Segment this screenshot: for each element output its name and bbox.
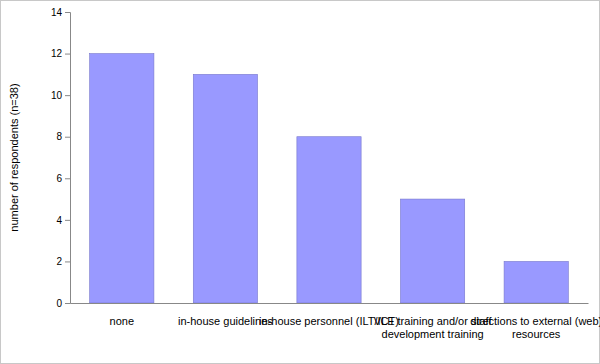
x-tick: none (110, 303, 134, 327)
y-tick-label: 12 (51, 48, 63, 59)
y-tick-label: 4 (56, 215, 62, 226)
y-tick-label: 0 (56, 298, 62, 309)
y-tick: 2 (56, 256, 70, 267)
y-tick: 6 (56, 173, 70, 184)
chart: 0 2 4 6 8 10 12 14 nonein-house guidelinesin-hou… (0, 0, 600, 364)
y-axis: 0 2 4 6 8 10 12 14 (51, 7, 71, 309)
bar (193, 74, 257, 303)
x-tick-label: none (110, 315, 134, 327)
y-tick: 10 (51, 90, 70, 101)
y-axis-line (65, 13, 71, 304)
y-tick: 14 (51, 7, 70, 18)
x-axis-line (71, 303, 589, 304)
y-tick-mark (65, 12, 70, 13)
y-tick-mark (65, 178, 70, 179)
bar (90, 54, 154, 303)
y-tick-mark (65, 137, 70, 138)
y-tick-label: 2 (56, 256, 62, 267)
x-tick-label-line: directions to external (web) (470, 315, 600, 327)
y-tick: 12 (51, 48, 70, 59)
bar (504, 261, 568, 303)
y-tick-mark (65, 54, 70, 55)
bars (90, 54, 569, 303)
y-tick-label: 14 (51, 7, 63, 18)
y-tick: 4 (56, 215, 70, 226)
y-tick-label: 6 (56, 173, 62, 184)
x-tick-label-line: none (110, 315, 134, 327)
y-axis-title: number of respondents (n=38) (8, 83, 20, 231)
y-tick-label: 8 (56, 131, 62, 142)
frame (1, 1, 600, 364)
y-tick-label: 10 (51, 90, 63, 101)
y-tick: 8 (56, 131, 70, 142)
y-tick: 0 (56, 298, 70, 309)
bar (400, 199, 464, 303)
y-tick-mark (65, 220, 70, 221)
y-tick-mark (65, 303, 70, 304)
y-tick-mark (65, 95, 70, 96)
x-tick-label: directions to external (web)resources (470, 315, 600, 340)
plot: 0 2 4 6 8 10 12 14 nonein-house guidelinesin-hou… (51, 7, 600, 340)
x-tick: directions to external (web)resources (470, 303, 600, 340)
bar (297, 137, 361, 303)
x-tick-label-line: resources (512, 328, 561, 340)
x-tick-label-line: development training (382, 328, 484, 340)
y-tick-mark (65, 261, 70, 262)
x-axis: nonein-house guidelinesin-house personne… (71, 303, 600, 340)
